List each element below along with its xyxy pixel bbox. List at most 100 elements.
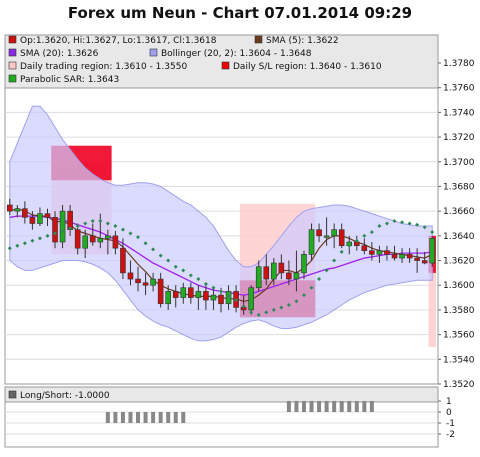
candle-body bbox=[142, 282, 149, 286]
sar-point bbox=[415, 222, 420, 227]
candle-body bbox=[120, 247, 126, 274]
long-short-bar bbox=[128, 412, 133, 423]
long-short-bar bbox=[317, 401, 322, 412]
y-tick-label: 1.3560 bbox=[443, 331, 475, 341]
sar-point bbox=[271, 307, 276, 312]
sar-point bbox=[256, 312, 261, 317]
candle-body bbox=[421, 260, 428, 264]
sar-point bbox=[45, 233, 50, 238]
candle-body bbox=[293, 272, 300, 280]
candle-body bbox=[188, 287, 194, 298]
y-tick-label: 1.3720 bbox=[443, 133, 475, 143]
sub-legend-label: Long/Short: -1.0000 bbox=[20, 391, 110, 401]
candle-body bbox=[286, 272, 292, 280]
sar-point bbox=[286, 302, 291, 307]
y-tick-label: 1.3780 bbox=[443, 59, 475, 69]
sar-layer bbox=[7, 219, 435, 317]
sar-point bbox=[203, 281, 208, 286]
candle-body bbox=[301, 254, 307, 274]
candle-body bbox=[338, 229, 345, 247]
sar-point bbox=[309, 285, 314, 290]
sar-point bbox=[324, 268, 329, 273]
sar-point bbox=[369, 230, 374, 235]
legend-swatch bbox=[8, 74, 17, 83]
sar-point bbox=[354, 238, 359, 243]
sar-point bbox=[249, 310, 254, 315]
legend-label: Daily trading region: 1.3610 - 1.3550 bbox=[20, 62, 187, 72]
long-short-bar bbox=[181, 412, 186, 423]
candle-body bbox=[89, 235, 96, 243]
sar-point bbox=[196, 277, 201, 282]
sar-point bbox=[181, 268, 186, 273]
sar-point bbox=[347, 243, 352, 248]
sub-legend-swatch bbox=[8, 390, 17, 399]
legend-swatch bbox=[8, 48, 17, 57]
long-short-bar bbox=[158, 412, 163, 423]
sar-point bbox=[90, 219, 95, 224]
sar-point bbox=[30, 238, 35, 243]
candle-body bbox=[210, 294, 217, 301]
sar-point bbox=[377, 223, 382, 228]
y-tick-label: 1.3640 bbox=[443, 232, 475, 242]
sar-point bbox=[113, 223, 118, 228]
y-tick-label: 1.3760 bbox=[443, 84, 475, 94]
long-short-bar bbox=[286, 401, 291, 412]
sar-point bbox=[15, 243, 20, 248]
legend-label: Bollinger (20, 2): 1.3604 - 1.3648 bbox=[161, 49, 312, 59]
candle-body bbox=[406, 254, 413, 259]
candle-body bbox=[165, 291, 171, 305]
long-short-bar bbox=[332, 401, 337, 412]
sub-y-tick-label: -1 bbox=[446, 419, 455, 429]
long-short-bar bbox=[105, 412, 110, 423]
sar-point bbox=[128, 231, 133, 236]
legend-label: SMA (5): 1.3622 bbox=[266, 36, 339, 46]
sar-point bbox=[83, 221, 88, 226]
candle-body bbox=[248, 287, 254, 311]
y-tick-label: 1.3620 bbox=[443, 257, 475, 267]
sar-point bbox=[211, 285, 216, 290]
sar-point bbox=[226, 294, 231, 299]
sar-point bbox=[407, 221, 412, 226]
legend-label: Daily S/L region: 1.3640 - 1.3610 bbox=[233, 62, 382, 72]
legend-swatch bbox=[254, 35, 263, 44]
sub-y-tick-label: -2 bbox=[446, 430, 455, 440]
candle-body bbox=[376, 250, 383, 255]
sub-y-tick-label: 0 bbox=[446, 408, 452, 418]
y-tick-label: 1.3680 bbox=[443, 182, 475, 192]
sar-point bbox=[400, 220, 405, 225]
y-tick-label: 1.3660 bbox=[443, 207, 475, 217]
main-y-axis: 1.3520 1.3540 1.3560 1.3580 1.3600 1.3620 1.36… bbox=[438, 59, 475, 390]
daily-trading-region bbox=[428, 272, 436, 347]
bollinger-layer bbox=[9, 105, 433, 342]
sar-point bbox=[53, 231, 58, 236]
candle-body bbox=[52, 217, 58, 243]
sar-point bbox=[120, 227, 125, 232]
sar-point bbox=[151, 247, 156, 252]
legend-box bbox=[4, 34, 439, 89]
long-short-bar bbox=[120, 412, 125, 423]
candle-body bbox=[37, 213, 43, 224]
candle-body bbox=[271, 262, 277, 280]
candle-body bbox=[22, 208, 28, 218]
sar-point bbox=[301, 293, 306, 298]
long-short-bar bbox=[354, 401, 359, 412]
sar-point bbox=[264, 310, 269, 315]
y-tick-label: 1.3580 bbox=[443, 306, 475, 316]
long-short-bar bbox=[324, 401, 329, 412]
long-short-bar bbox=[173, 412, 178, 423]
legend-swatch bbox=[8, 35, 17, 44]
candle-body bbox=[203, 291, 209, 301]
candle-body bbox=[135, 278, 141, 284]
sar-point bbox=[384, 221, 389, 226]
sar-point bbox=[68, 226, 73, 231]
candle-body bbox=[263, 266, 270, 280]
sar-point bbox=[60, 228, 65, 233]
sar-point bbox=[362, 233, 367, 238]
sub-y-tick-label: 1 bbox=[446, 397, 452, 407]
candle-body bbox=[361, 245, 368, 251]
legend-label: SMA (20): 1.3626 bbox=[20, 49, 99, 59]
sar-point bbox=[241, 304, 246, 309]
sar-point bbox=[392, 219, 397, 224]
sar-point bbox=[422, 225, 427, 230]
